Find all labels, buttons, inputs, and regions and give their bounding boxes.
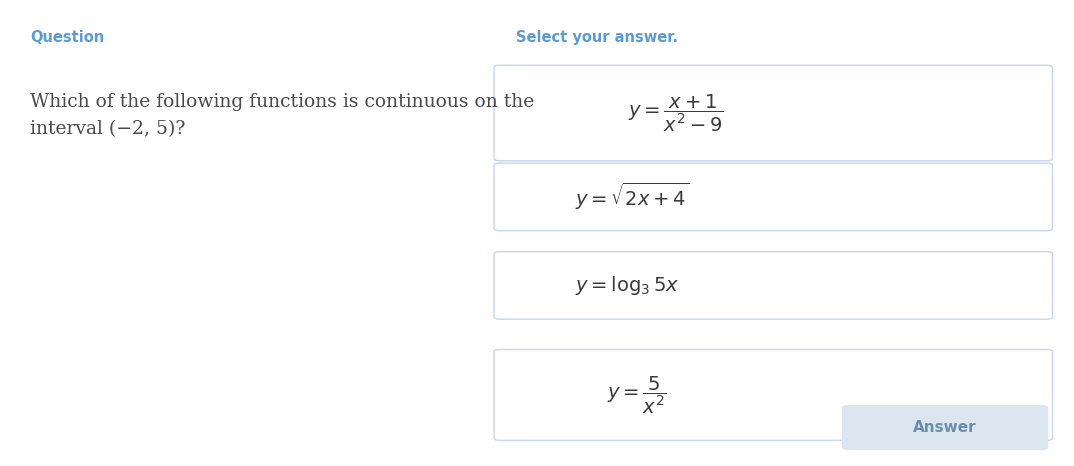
Text: Answer: Answer xyxy=(913,420,977,435)
Text: $y = \log_3 5x$: $y = \log_3 5x$ xyxy=(575,274,679,297)
Text: $y = \sqrt{2x+4}$: $y = \sqrt{2x+4}$ xyxy=(575,181,690,212)
Text: Question: Question xyxy=(30,30,104,45)
Text: Select your answer.: Select your answer. xyxy=(516,30,678,45)
Text: $y = \dfrac{5}{x^2}$: $y = \dfrac{5}{x^2}$ xyxy=(607,374,667,416)
Text: $y = \dfrac{x+1}{x^2-9}$: $y = \dfrac{x+1}{x^2-9}$ xyxy=(628,92,724,134)
Text: Which of the following functions is continuous on the
interval (−2, 5)?: Which of the following functions is cont… xyxy=(30,93,535,138)
